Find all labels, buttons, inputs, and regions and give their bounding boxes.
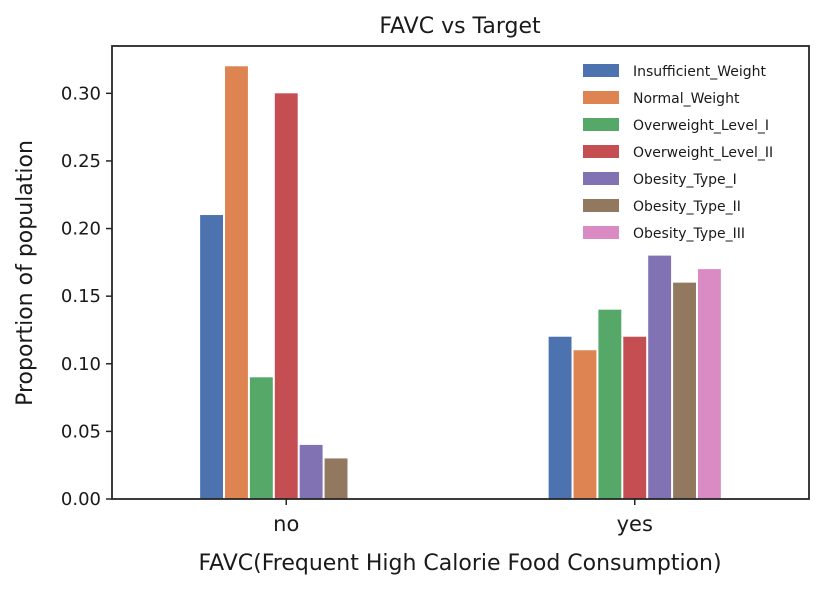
bar-obesity-type-i-yes (648, 255, 672, 499)
legend-label-obesity-type-ii: Obesity_Type_II (633, 199, 741, 215)
bar-obesity-type-iii-yes (697, 269, 721, 499)
y-tick-label: 0.15 (61, 286, 101, 307)
legend-swatch-overweight-level-ii (583, 145, 619, 158)
legend-swatch-obesity-type-i (583, 172, 619, 185)
y-axis-label: Proportion of population (13, 140, 38, 406)
legend-label-insufficient-weight: Insufficient_Weight (633, 64, 767, 80)
legend-label-obesity-type-i: Obesity_Type_I (633, 172, 737, 188)
legend-swatch-obesity-type-ii (583, 199, 619, 212)
plot-frame (111, 45, 810, 500)
y-tick-label: 0.30 (61, 83, 101, 104)
y-tick-label: 0.10 (61, 354, 101, 375)
legend-swatch-obesity-type-iii (583, 226, 619, 239)
legend-label-overweight-level-i: Overweight_Level_I (633, 118, 769, 134)
legend: Insufficient_Weight Normal_Weight Overweig… (583, 64, 773, 242)
y-tick-label: 0.25 (61, 151, 101, 172)
legend-label-obesity-type-iii: Obesity_Type_III (633, 226, 745, 242)
y-tick-label: 0.05 (61, 421, 101, 442)
y-tick-label: 0.20 (61, 219, 101, 240)
x-tick-label-no: no (273, 512, 299, 536)
bar-overweight-level-i-no (249, 377, 273, 499)
bar-overweight-level-ii-no (274, 93, 298, 499)
axes-layer: 0.00 0.05 0.10 0.15 0.20 0.25 0.30 no yes (61, 45, 810, 536)
y-tick-label: 0.00 (61, 489, 101, 510)
chart-title: FAVC vs Target (379, 14, 541, 39)
bar-insufficient-weight-yes (548, 336, 572, 499)
bar-insufficient-weight-no (200, 215, 224, 499)
bars-layer (200, 66, 721, 499)
legend-label-overweight-level-ii: Overweight_Level_II (633, 145, 773, 161)
legend-swatch-overweight-level-i (583, 118, 619, 131)
bar-normal-weight-no (225, 66, 248, 499)
bar-obesity-type-ii-no (324, 458, 348, 499)
x-axis-label: FAVC(Frequent High Calorie Food Consumpt… (198, 551, 721, 576)
bar-obesity-type-ii-yes (673, 282, 696, 499)
x-tick-label-yes: yes (617, 512, 653, 536)
bar-normal-weight-yes (573, 350, 597, 499)
legend-swatch-normal-weight (583, 91, 619, 104)
legend-label-normal-weight: Normal_Weight (633, 91, 740, 107)
bar-overweight-level-ii-yes (623, 336, 647, 499)
bar-overweight-level-i-yes (598, 309, 622, 499)
bar-obesity-type-i-no (299, 444, 323, 499)
legend-swatch-insufficient-weight (583, 64, 619, 77)
